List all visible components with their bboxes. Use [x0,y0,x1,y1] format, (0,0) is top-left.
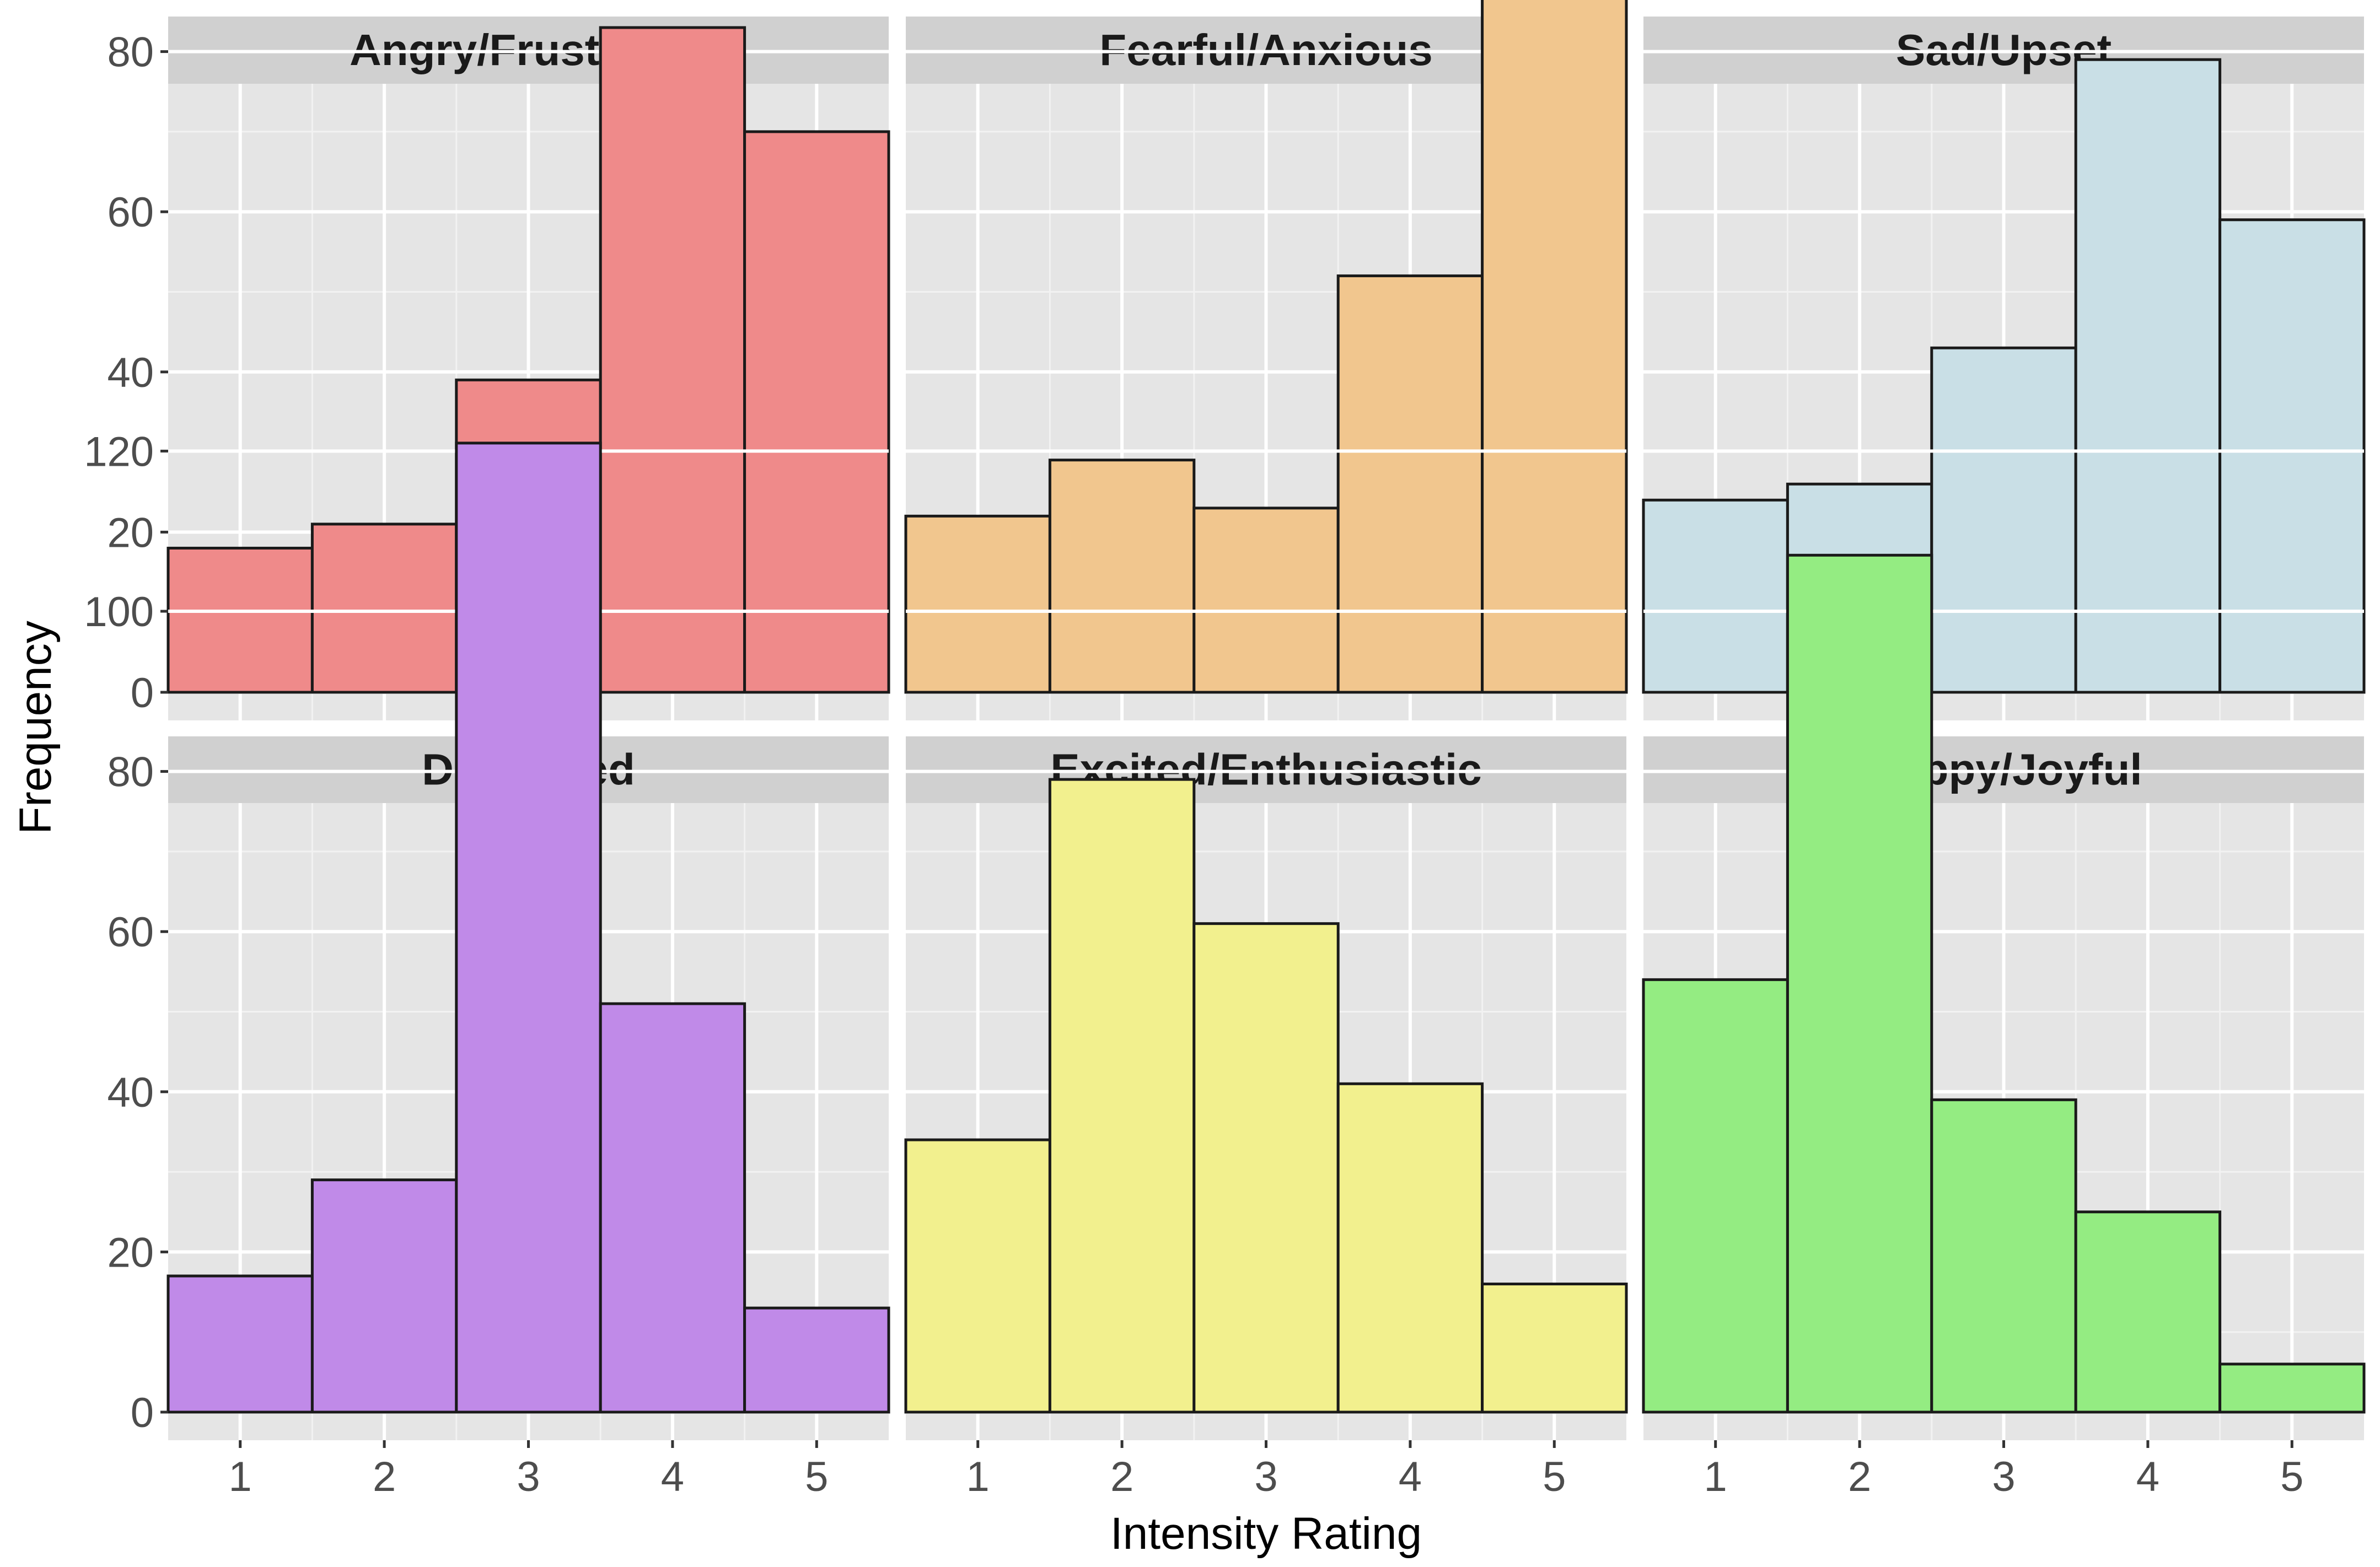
x-tick-label: 5 [1543,1453,1566,1500]
x-tick-label: 4 [2136,1453,2159,1500]
x-axis-label: Intensity Rating [1110,1509,1422,1559]
histogram-bar-disgusted-3 [455,441,602,1414]
y-tick-label: 60 [107,909,154,956]
facet-strip [1643,736,2364,803]
facet-sad-upset: Sad/Upset [1642,17,2366,720]
histogram-bar-disgusted-4 [599,1002,746,1414]
y-tick-label: 20 [107,509,154,556]
y-axis-label: Frequency [10,621,61,834]
facet-fearful-anxious: Fearful/Anxious [904,0,1628,720]
histogram-bar-excited-enthusiastic-3 [1192,922,1340,1414]
y-tick-label: 100 [84,589,154,636]
facet-title: Fearful/Anxious [1099,25,1433,74]
y-tick-label: 60 [107,189,154,236]
y-tick-label: 80 [107,29,154,76]
y-tick-label: 40 [107,1069,154,1116]
facet-angry-frustrated: Angry/Frustrated020406080100120 [107,17,890,720]
histogram-bar-angry-frustrated-1 [166,546,314,694]
x-tick-label: 4 [661,1453,684,1500]
histogram-bar-disgusted-1 [166,1274,314,1414]
histogram-bar-happy-joyful-1 [1642,978,1789,1414]
histogram-bar-angry-frustrated-5 [743,130,890,694]
histogram-bar-fearful-anxious-3 [1192,507,1340,694]
x-tick-label: 2 [1110,1453,1133,1500]
facet-strip [906,736,1626,803]
x-tick-label: 1 [1704,1453,1727,1500]
x-tick-label: 1 [229,1453,252,1500]
histogram-bar-disgusted-2 [310,1178,458,1414]
histogram-bar-disgusted-5 [743,1306,890,1414]
x-tick-label: 4 [1399,1453,1422,1500]
histogram-bar-sad-upset-1 [1642,498,1789,694]
facet-disgusted: Disgusted02040608010012012345 [84,428,890,1500]
y-tick-label: 120 [84,428,154,475]
x-tick-label: 3 [1992,1453,2015,1500]
y-tick-label: 40 [107,349,154,396]
x-tick-label: 3 [1254,1453,1277,1500]
histogram-bar-angry-frustrated-4 [599,26,746,694]
histogram-bar-happy-joyful-4 [2074,1210,2222,1414]
x-tick-label: 5 [2280,1453,2303,1500]
histogram-bar-sad-upset-3 [1930,346,2077,694]
histogram-bar-excited-enthusiastic-1 [904,1138,1051,1414]
x-tick-label: 1 [966,1453,990,1500]
histogram-bar-fearful-anxious-5 [1481,0,1628,694]
x-tick-label: 3 [517,1453,540,1500]
histogram-bar-fearful-anxious-4 [1336,274,1484,694]
x-tick-label: 2 [373,1453,396,1500]
x-tick-label: 2 [1848,1453,1871,1500]
histogram-bar-sad-upset-4 [2074,58,2222,694]
histogram-bar-happy-joyful-5 [2218,1363,2366,1414]
histogram-bar-sad-upset-5 [2218,218,2366,694]
histogram-bar-fearful-anxious-2 [1048,459,1196,694]
histogram-bar-fearful-anxious-1 [904,514,1051,694]
x-tick-label: 5 [805,1453,828,1500]
y-tick-label: 0 [131,1390,154,1436]
histogram-bar-happy-joyful-3 [1930,1098,2077,1414]
histogram-bar-excited-enthusiastic-5 [1481,1283,1628,1414]
histogram-bar-happy-joyful-2 [1786,553,1933,1414]
y-tick-label: 0 [131,670,154,717]
histogram-bar-excited-enthusiastic-2 [1048,778,1196,1414]
histogram-bar-excited-enthusiastic-4 [1336,1082,1484,1414]
histogram-bar-angry-frustrated-2 [310,523,458,694]
y-tick-label: 80 [107,749,154,796]
y-tick-label: 20 [107,1229,154,1276]
